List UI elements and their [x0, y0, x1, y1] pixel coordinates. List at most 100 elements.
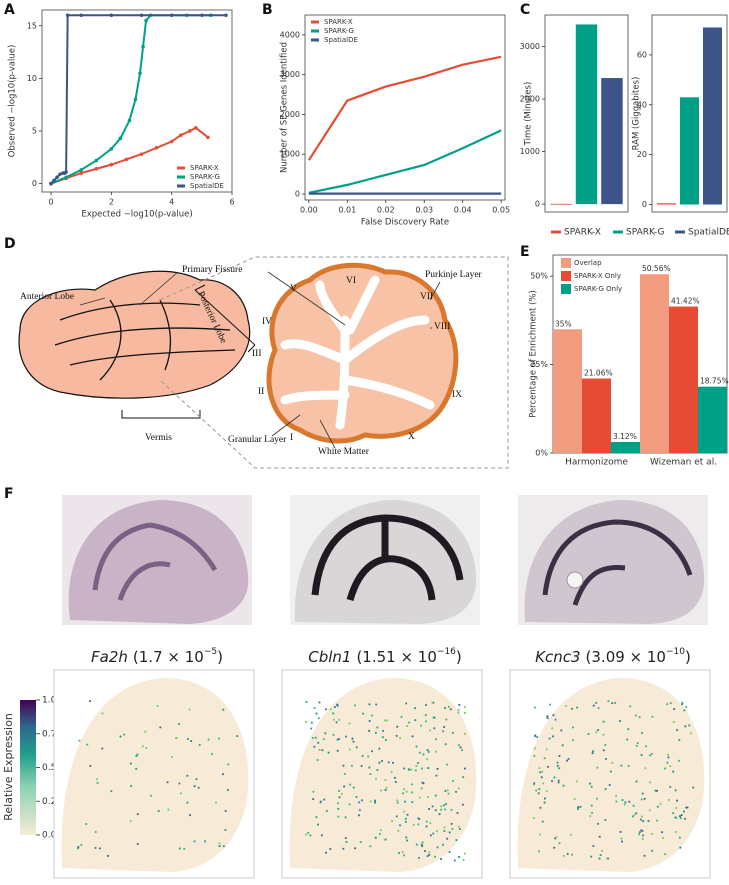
expression-spot [189, 814, 191, 817]
expression-spot [305, 833, 308, 836]
expression-spot [667, 756, 670, 759]
expression-spot [641, 815, 643, 818]
y-tick-label: 50% [530, 272, 548, 281]
expression-spot [349, 783, 352, 786]
expression-spot [167, 808, 170, 811]
point [79, 13, 84, 18]
expression-spot [204, 840, 206, 843]
label: White Matter [318, 447, 370, 457]
expression-spot [669, 786, 672, 788]
expression-spot [440, 808, 443, 811]
expression-spot [336, 703, 339, 706]
expression-spot [426, 796, 429, 798]
expression-spot [458, 704, 461, 706]
expression-spot [310, 721, 313, 724]
expression-spot [685, 806, 688, 809]
map-title: Fa2h (1.7 × 10−5) [91, 647, 223, 666]
expression-spot [429, 729, 432, 732]
expression-spot [376, 726, 379, 729]
expression-spot [448, 831, 451, 834]
expression-spot [215, 801, 217, 804]
expression-spot [533, 747, 536, 750]
expression-spot [614, 702, 617, 704]
expression-spot [551, 727, 554, 730]
expression-spot [318, 748, 321, 751]
expression-spot [425, 720, 427, 723]
legend-label: SpatialDE [688, 228, 729, 238]
point [127, 118, 132, 123]
expression-spot [382, 729, 384, 732]
expression-spot [417, 817, 420, 820]
tissue-outline [517, 678, 705, 872]
expression-spot [674, 816, 676, 819]
x-tick-label: Wizeman et al. [650, 458, 717, 468]
expression-spot [338, 738, 340, 740]
map-title-part: (1.51 × 10 [356, 648, 436, 666]
expression-spot [667, 799, 670, 801]
x-tick-label: 6 [229, 198, 234, 207]
expression-spot [674, 831, 677, 833]
expression-spot [403, 767, 406, 770]
expression-spot [224, 829, 227, 831]
expression-spot [435, 738, 437, 741]
expression-spot [441, 843, 444, 846]
y-tick-label: 60 [637, 50, 647, 59]
expression-spot [150, 794, 152, 797]
expression-spot [406, 725, 408, 727]
colorbar-tick-label: 1.00 [42, 696, 62, 706]
expression-spot [551, 780, 553, 782]
expression-spot [428, 853, 431, 856]
expression-spot [548, 737, 551, 740]
expression-spot [210, 753, 213, 755]
bar [698, 386, 727, 453]
expression-spot [577, 808, 579, 810]
expression-spot [604, 744, 607, 746]
expression-spot [410, 768, 413, 771]
expression-spot [648, 809, 651, 812]
x-tick-label: 0 [49, 198, 54, 207]
x-tick-label: 0.04 [454, 206, 472, 215]
y-tick-label: 4000 [280, 30, 300, 39]
expression-spot [325, 810, 328, 812]
expression-spot [545, 790, 548, 793]
expression-spot [398, 852, 400, 854]
colorbar-tick-label: 0.25 [42, 797, 62, 807]
expression-spot [178, 723, 180, 725]
expression-spot [577, 806, 580, 809]
expression-spot [451, 731, 454, 734]
map-title: Cbln1 (1.51 × 10−16) [308, 647, 462, 666]
map-title-part: (3.09 × 10 [586, 648, 666, 666]
expression-spot [450, 808, 453, 811]
expression-spot [638, 833, 640, 836]
expression-spot [433, 716, 436, 719]
expression-spot [359, 841, 362, 844]
expression-spot [394, 781, 397, 783]
expression-spot [604, 819, 607, 821]
expression-spot [462, 859, 465, 861]
point [52, 178, 56, 183]
expression-spot [418, 818, 421, 820]
expression-spot [415, 765, 418, 767]
expression-spot [236, 735, 239, 738]
expression-spot [222, 845, 225, 848]
expression-spot [463, 732, 466, 735]
expression-spot [207, 738, 210, 741]
bar [640, 274, 669, 453]
label: VII [420, 292, 433, 302]
expression-spot [345, 841, 348, 843]
expression-spot [542, 782, 545, 785]
label: IX [452, 390, 462, 400]
expression-spot [602, 720, 605, 723]
expression-spot [558, 767, 561, 770]
expression-spot [198, 744, 201, 746]
point [94, 167, 99, 171]
expression-spot [338, 796, 341, 799]
plot-frame [304, 14, 506, 201]
expression-spot [414, 769, 417, 772]
expression-spot [348, 748, 351, 751]
expression-spot [440, 805, 443, 808]
expression-spot [101, 747, 104, 750]
tissue-image [62, 495, 252, 625]
expression-spot [656, 789, 659, 792]
